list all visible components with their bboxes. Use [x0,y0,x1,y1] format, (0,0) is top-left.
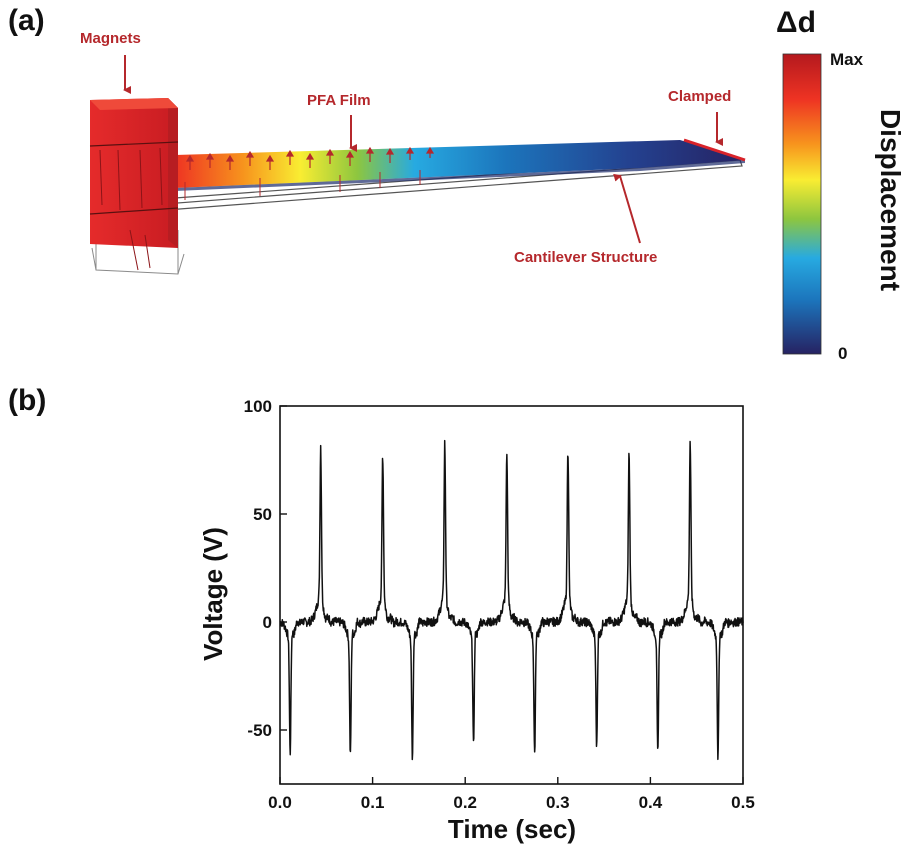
colorbar-min-label: 0 [838,344,848,363]
force-arrows [185,146,435,170]
x-tick-label: 0.5 [731,793,755,812]
pfa-film-label: PFA Film [307,92,371,109]
panel-b-label: (b) [8,384,47,417]
x-tick-label: 0.3 [546,793,570,812]
cantilever-label: Cantilever Structure [514,249,658,266]
x-tick-label: 0.0 [268,793,292,812]
colorbar-max-label: Max [830,50,864,69]
x-tick-label: 0.4 [639,793,663,812]
x-axis-title: Time (sec) [448,814,576,844]
y-tick-label: 50 [253,505,272,524]
voltage-series-line [279,439,744,761]
cantilever-simulation-figure [89,53,822,355]
y-tick-label: 0 [263,613,272,632]
magnet-block [89,98,179,271]
beam-edge [175,160,745,191]
plot-frame [279,405,744,785]
y-tick-label: 100 [244,397,272,416]
x-tick-label: 0.1 [361,793,385,812]
panel-a-label: (a) [8,4,45,37]
support-lines [184,170,421,200]
x-tick-label: 0.2 [453,793,477,812]
displacement-colorbar [782,53,822,355]
y-axis-title: Voltage (V) [198,527,228,661]
clamped-edge [683,138,746,162]
magnets-label: Magnets [80,30,141,47]
colorbar-symbol: Δd [776,6,816,39]
clamped-label: Clamped [668,88,732,105]
pfa-film-beam [175,140,745,188]
y-tick-label: -50 [247,721,272,740]
annotation-arrows [123,55,723,244]
